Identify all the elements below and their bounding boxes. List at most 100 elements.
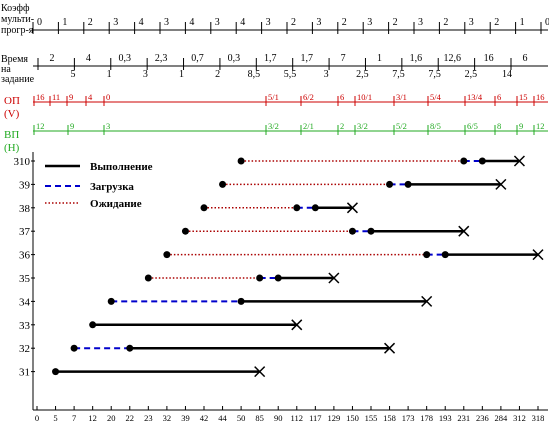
time-lower-value: 7,5: [392, 69, 405, 80]
task-end-cross: [291, 319, 303, 331]
time-lower-value: 1: [179, 69, 184, 80]
x-axis-ticks: 0 5 7 12 20 22 23 32 39 42 44 50 85 90 112 117 129 150 155…: [35, 406, 545, 423]
time-lower-value: 14: [502, 69, 512, 80]
vp-value: 2: [340, 121, 344, 131]
coef-value: 3: [469, 17, 474, 28]
load-start-dot: [386, 180, 394, 188]
time-lower-value: 1: [107, 69, 112, 80]
legend: Выполнение Загрузка Ожидание: [45, 161, 153, 210]
time-upper-value: 7: [341, 53, 346, 64]
op-value: 6: [340, 92, 344, 102]
coef-value: 2: [443, 17, 448, 28]
x-tick-label: 155: [365, 413, 378, 423]
load-start-dot: [348, 227, 356, 235]
x-tick-label: 117: [309, 413, 321, 423]
x-tick-label: 39: [181, 413, 190, 423]
y-label: 36: [19, 250, 31, 262]
op-value: 4: [88, 92, 93, 102]
x-tick-label: 42: [200, 413, 209, 423]
x-tick-label: 7: [72, 413, 76, 423]
vp-value: 8: [497, 121, 501, 131]
op-value: 6: [497, 92, 501, 102]
task-end-cross: [458, 225, 470, 237]
task-end-cross: [532, 249, 544, 261]
coef-value: 1: [62, 17, 67, 28]
vp-value: 9: [70, 121, 74, 131]
coef-value: 4: [240, 17, 245, 28]
vp-values: 12 9 3 3/2 2/1 2 3/2 5/2 8/5 6/5 8 9 12: [33, 121, 545, 135]
op-value: 16: [536, 92, 545, 102]
coef-label-line-3: прогр-я: [1, 25, 34, 36]
x-tick-label: 0: [35, 413, 39, 423]
x-tick-label: 90: [274, 413, 283, 423]
time-upper-value: 1,7: [300, 53, 313, 64]
load-start-dot: [256, 274, 264, 282]
op-value: 16: [36, 92, 45, 102]
task-end-cross: [495, 178, 507, 190]
x-tick-label: 20: [107, 413, 116, 423]
coef-value: 2: [88, 17, 93, 28]
x-tick-label: 5: [53, 413, 57, 423]
time-lower-value: 7,5: [428, 69, 441, 80]
time-upper-value: 16: [484, 53, 494, 64]
task-end-cross: [346, 202, 358, 214]
time-lower-value: 2: [215, 69, 220, 80]
coef-value: 2: [393, 17, 398, 28]
exec-start-dot: [126, 344, 134, 352]
time-upper-value: 0,3: [119, 53, 132, 64]
exec-start-dot: [478, 157, 486, 165]
time-lower-value: 2,5: [356, 69, 369, 80]
task-end-cross: [421, 295, 433, 307]
op-values: 16 11 9 4 0 5/1 6/2 6 10/1 3/1 5/4 13/4 6 15 16: [33, 92, 545, 106]
task-start-dot: [181, 227, 189, 235]
y-label: 31: [19, 367, 30, 379]
y-label: 38: [19, 203, 31, 215]
task-start-dot: [163, 251, 171, 259]
x-tick-label: 236: [476, 413, 489, 423]
load-start-dot: [460, 157, 468, 165]
op-value: 5/1: [268, 92, 279, 102]
y-label: 39: [19, 179, 31, 191]
coef-values: 0 1 2 3 4 3 4 3 4 3 2 3 2 3 2 3 2 3 2 1 0: [32, 17, 549, 34]
op-row-label: ОП (V): [4, 95, 20, 120]
time-lower-value: 2,5: [465, 69, 478, 80]
time-upper-value: 1: [377, 53, 382, 64]
vp-value: 5/2: [396, 121, 407, 131]
x-tick-label: 284: [495, 413, 509, 423]
time-upper-value: 1,7: [264, 53, 277, 64]
vp-row-label: ВП (H): [4, 129, 20, 154]
time-lower-value: 5,5: [284, 69, 297, 80]
exec-start-dot: [367, 227, 375, 235]
coef-value: 2: [494, 17, 499, 28]
x-tick-label: 12: [88, 413, 97, 423]
exec-start-dot: [237, 297, 245, 305]
vp-label-line-2: (H): [4, 142, 20, 154]
op-value: 13/4: [467, 92, 483, 102]
op-value: 6/2: [303, 92, 314, 102]
x-tick-label: 318: [532, 413, 545, 423]
y-axis-labels: 310 39 38 37 36 35 34 33 32 31: [14, 156, 35, 379]
exec-start-dot: [404, 180, 412, 188]
coef-value: 3: [164, 17, 169, 28]
vp-value: 3/2: [357, 121, 368, 131]
time-label-line-1: Время: [1, 54, 28, 65]
coef-value: 3: [316, 17, 321, 28]
coef-value: 1: [520, 17, 525, 28]
coef-value: 4: [189, 17, 194, 28]
x-tick-label: 178: [420, 413, 433, 423]
task-start-dot: [70, 344, 78, 352]
x-tick-label: 158: [383, 413, 396, 423]
op-label-line-2: (V): [4, 108, 20, 120]
time-label-line-2: на: [1, 64, 11, 75]
x-tick-label: 112: [291, 413, 303, 423]
exec-start-dot: [311, 204, 319, 212]
vp-value: 3: [106, 121, 110, 131]
x-tick-label: 173: [402, 413, 415, 423]
y-label: 34: [19, 296, 31, 308]
coef-value: 4: [139, 17, 144, 28]
time-upper-value: 2: [50, 53, 55, 64]
time-upper-value: 6: [523, 53, 528, 64]
vp-value: 6/5: [467, 121, 478, 131]
task-start-dot: [237, 157, 245, 165]
legend-load-label: Загрузка: [90, 181, 134, 193]
